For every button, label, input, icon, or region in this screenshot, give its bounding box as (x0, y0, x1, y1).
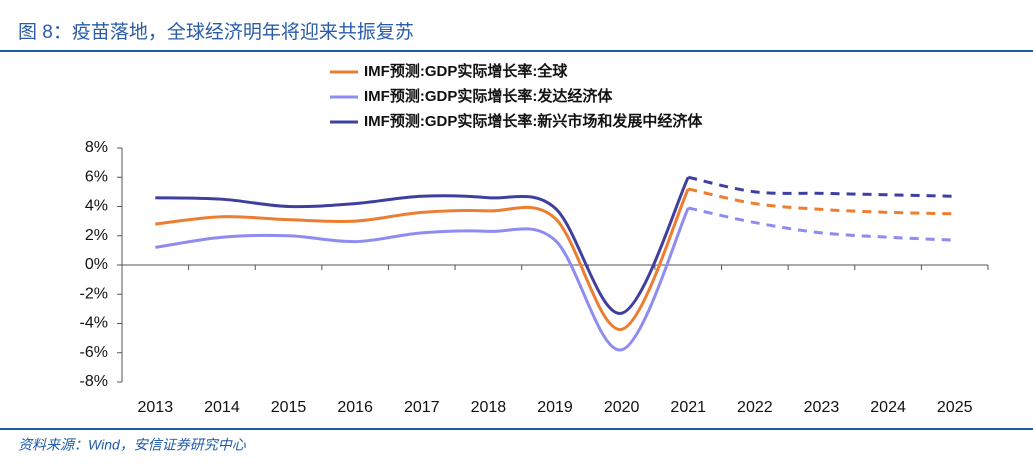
forecast-line (687, 187, 955, 216)
chart-title: 图 8：疫苗落地，全球经济明年将迎来共振复苏 (18, 21, 414, 43)
y-tick-label: 2% (85, 227, 108, 244)
y-tick-label: -8% (80, 373, 108, 390)
x-tick-label: 2018 (471, 399, 507, 416)
forecast-line (687, 175, 955, 198)
y-tick-label: 8% (85, 139, 108, 156)
y-tick-label: -2% (80, 285, 108, 302)
x-tick-label: 2016 (337, 399, 373, 416)
x-tick-label: 2015 (271, 399, 307, 416)
legend-label: IMF预测:GDP实际增长率:新兴市场和发展中经济体 (364, 112, 703, 130)
y-tick-label: -4% (80, 315, 108, 332)
x-tick-label: 2024 (870, 399, 906, 416)
x-tick-label: 2017 (404, 399, 440, 416)
x-tick-label: 2014 (204, 399, 240, 416)
y-tick-label: 6% (85, 168, 108, 185)
legend-label: IMF预测:GDP实际增长率:全球 (364, 62, 568, 80)
x-tick-label: 2023 (804, 399, 840, 416)
forecast-line (687, 206, 955, 242)
y-tick-label: 4% (85, 198, 108, 215)
legend-label: IMF预测:GDP实际增长率:发达经济体 (364, 87, 613, 105)
x-tick-label: 2022 (737, 399, 773, 416)
line (155, 176, 690, 315)
y-tick-label: -6% (80, 344, 108, 361)
source: 资料来源：Wind，安信证券研究中心 (18, 437, 247, 453)
x-tick-label: 2020 (604, 399, 640, 416)
x-tick-label: 2021 (670, 399, 706, 416)
x-tick-label: 2019 (537, 399, 573, 416)
line (155, 207, 690, 352)
line (155, 188, 690, 331)
x-tick-label: 2013 (138, 399, 174, 416)
x-tick-label: 2025 (937, 399, 973, 416)
y-tick-label: 0% (85, 256, 108, 273)
